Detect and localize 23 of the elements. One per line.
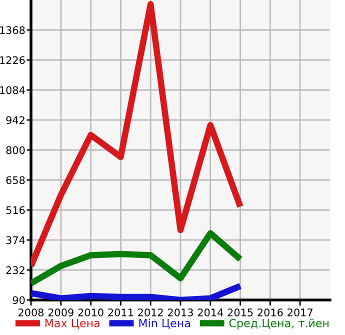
y-tick-label: 1084 — [0, 86, 25, 94]
x-tick-label: 2011 — [108, 308, 133, 316]
y-tick-label: 1226 — [0, 56, 25, 64]
y-tick-label: 374 — [6, 236, 25, 244]
x-tick-label: 2016 — [258, 308, 283, 316]
x-tick-label: 2013 — [168, 308, 193, 316]
x-tick-label: 2009 — [48, 308, 74, 316]
y-tick-label: 90 — [12, 296, 25, 304]
x-tick-label: 2015 — [228, 308, 253, 316]
x-tick-label: 2012 — [138, 308, 163, 316]
legend-label: Min Цена — [139, 318, 190, 329]
x-tick-label: 2017 — [288, 308, 312, 316]
y-tick-label: 516 — [6, 206, 25, 214]
legend-label: Сред.Цена, т.йен — [229, 318, 329, 330]
y-tick-label: 1368 — [0, 26, 25, 34]
y-tick-label: 800 — [6, 146, 25, 154]
legend-label: Max Цена — [45, 319, 100, 329]
x-tick-label: 2010 — [78, 308, 104, 316]
y-tick-label: 942 — [6, 116, 24, 124]
x-tick-label: 2014 — [198, 308, 224, 316]
x-tick-label: 2008 — [18, 308, 44, 316]
y-tick-label: 232 — [6, 266, 24, 274]
y-tick-label: 658 — [6, 176, 25, 184]
